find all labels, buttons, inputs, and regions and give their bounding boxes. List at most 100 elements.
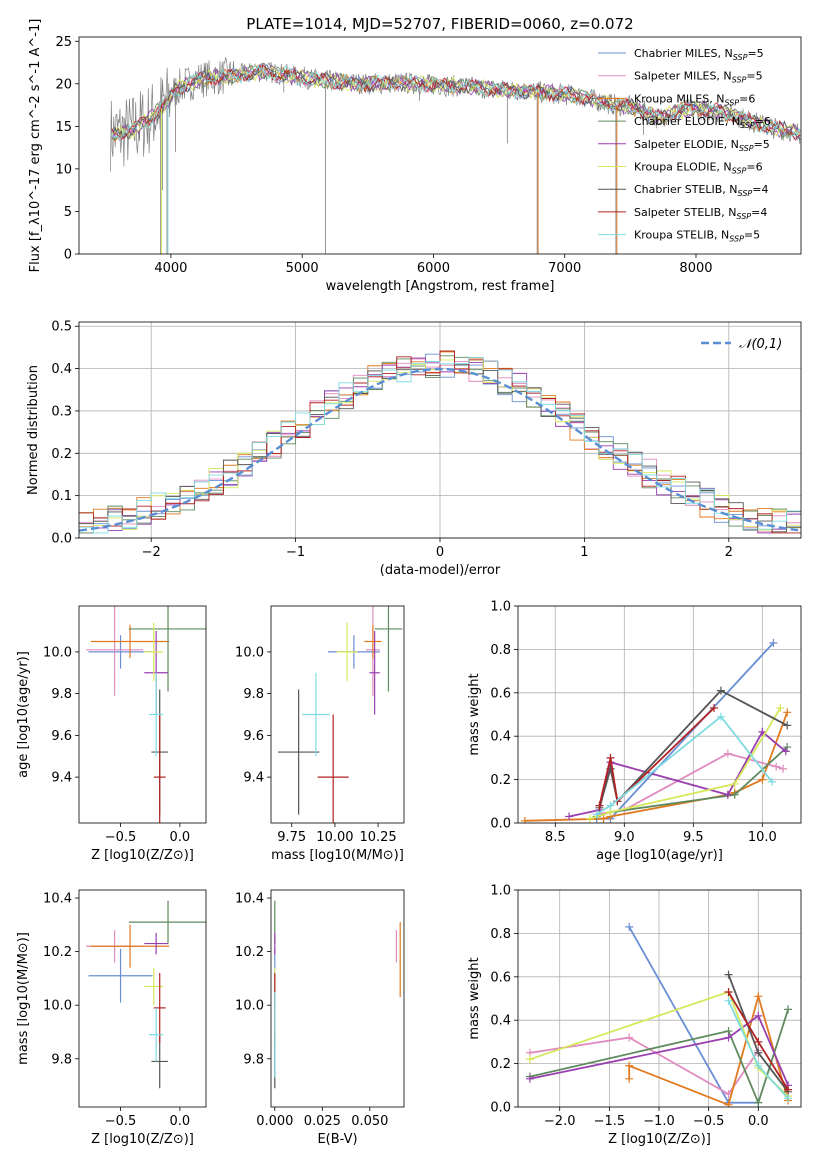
y-tick-label: 0.2 [51, 447, 72, 462]
weight-marker-kroupa_stelib [768, 777, 777, 786]
weight-marker-kroupa_stelib [716, 712, 725, 721]
mass_vs_ebv-plot [274, 900, 401, 1089]
y-tick-label: 10.0 [43, 645, 72, 660]
weight-marker-chabrier_stelib [754, 1048, 763, 1057]
y-tick-label: 0.5 [51, 320, 72, 335]
y-tick-label: 9.8 [51, 1052, 72, 1067]
weight-marker-kroupa_elodie [730, 779, 739, 788]
x-tick-label: 9.5 [683, 830, 704, 845]
spectrum-ylabel: Flux [f_λ10^-17 erg cm^-2 s^-1 A^-1] [28, 19, 43, 273]
y-tick-label: 10.2 [235, 945, 264, 960]
x-tick-label: 0 [436, 545, 444, 560]
age_vs_Z-frame [78, 605, 207, 824]
x-tick-label: 2 [725, 545, 733, 560]
y-tick-label: 0 [64, 248, 72, 263]
y-tick-label: 9.4 [243, 771, 264, 786]
age_vs_Z-ylabel: age [log10(age/yr)] [16, 651, 31, 778]
x-tick-label: −0.5 [105, 1114, 137, 1129]
weight-marker-chabrier_elodie [730, 790, 739, 799]
x-tick-label: −2.0 [544, 1114, 576, 1129]
x-tick-label: 0.000 [256, 1114, 293, 1129]
spectrum-model-salpeter_elodie [111, 65, 801, 138]
y-tick-label: 9.8 [243, 687, 264, 702]
age_vs_Z-axes: −0.5 0.0 9.4 9.6 9.8 10.0 [43, 645, 190, 845]
x-tick-label: 8000 [679, 261, 712, 276]
spectrum-model-kroupa_stelib [111, 63, 801, 142]
weight-marker-chabrier_elodie [783, 743, 792, 752]
legend-entry: Salpeter ELODIE, NSSP=5 [634, 138, 770, 153]
massweight_vs_Z-axes: −2.0 −1.5 −1.0 −0.5 0.0 0.0 0.2 0.4 0.6 0.8 1.0 [490, 884, 801, 1129]
weight-marker-chabrier_stelib [724, 970, 733, 979]
weight-marker-salpeter_elodie [724, 1033, 733, 1042]
massweight_vs_age-frame [517, 605, 802, 824]
y-tick-label: 15 [55, 120, 72, 135]
legend-entry: Kroupa MILES, NSSP=6 [634, 92, 755, 107]
weight-marker-salpeter_elodie [525, 1074, 534, 1083]
x-tick-label: −1.0 [643, 1114, 675, 1129]
y-tick-label: 0.8 [490, 643, 511, 658]
massweight_vs_Z-xlabel: Z [log10(Z/Z⊙)] [608, 1132, 711, 1147]
residual_hist-xlabel: (data-model)/error [380, 563, 501, 578]
weight-marker-kroupa_stelib [724, 996, 733, 1005]
age_vs_mass-xlabel: mass [log10(M/M⊙)] [271, 848, 404, 863]
mass_vs_Z-ylabel: mass [log10(M/M⊙)] [16, 932, 31, 1065]
spectrum-legend: Chabrier MILES, NSSP=5 Salpeter MILES, NS… [598, 47, 771, 244]
y-tick-label: 0.0 [490, 1101, 511, 1116]
weight-line-chabrier_miles [596, 642, 775, 820]
x-tick-label: 1 [580, 545, 588, 560]
massweight_vs_age-ylabel: mass weight [467, 673, 482, 755]
y-tick-label: 5 [64, 205, 72, 220]
spectrum-xlabel: wavelength [Angstrom, rest frame] [326, 279, 555, 294]
legend-entry: Kroupa STELIB, NSSP=5 [634, 229, 760, 244]
weight-marker-salpeter_miles [779, 764, 788, 773]
weight-marker-salpeter_stelib [606, 753, 615, 762]
residual_hist-frame [78, 321, 802, 539]
weight-marker-kroupa_miles [754, 992, 763, 1001]
weight-marker-kroupa_miles [724, 1100, 733, 1107]
y-tick-label: 0.6 [490, 686, 511, 701]
weight-marker-salpeter_elodie [781, 747, 790, 756]
weight-marker-kroupa_miles [625, 1061, 634, 1070]
age_vs_mass-frame [270, 605, 405, 824]
x-tick-label: 4000 [154, 261, 187, 276]
residual_hist-ylabel: Normed distribution [26, 365, 41, 495]
legend-entry: Salpeter MILES, NSSP=5 [634, 70, 763, 85]
y-tick-label: 10.2 [43, 945, 72, 960]
mass_vs_ebv-frame [270, 889, 405, 1108]
y-tick-label: 1.0 [490, 600, 511, 615]
normal-curve [79, 367, 799, 532]
weight-marker-salpeter_stelib [754, 1037, 763, 1046]
y-tick-label: 0.2 [490, 773, 511, 788]
massweight_vs_Z-ylabel: mass weight [467, 957, 482, 1039]
spectrum-model-kroupa_elodie [111, 66, 801, 141]
x-tick-label: 8.5 [545, 830, 566, 845]
weight-marker-kroupa_stelib [754, 1061, 763, 1070]
y-tick-label: 10 [55, 162, 72, 177]
mass_vs_Z-frame [78, 889, 207, 1108]
x-tick-label: −2 [142, 545, 161, 560]
weight-marker-salpeter_miles [723, 749, 732, 758]
mass_vs_Z-xlabel: Z [log10(Z/Z⊙)] [91, 1132, 194, 1147]
hist-kroupa_stelib [79, 357, 801, 534]
weight-line-salpeter_miles [529, 1036, 760, 1096]
spectrum-axes: 4000 5000 6000 7000 8000 0 5 10 15 20 25 [55, 35, 712, 276]
legend-entry: Salpeter STELIB, NSSP=4 [634, 206, 767, 221]
hist-legend-label: 𝒩(0,1) [739, 337, 782, 352]
x-tick-label: −0.5 [105, 830, 137, 845]
x-tick-label: −1.5 [594, 1114, 626, 1129]
y-tick-label: 0.2 [490, 1057, 511, 1072]
y-tick-label: 10.4 [235, 892, 264, 907]
weight-marker-salpeter_stelib [710, 703, 719, 712]
y-tick-label: 20 [55, 77, 72, 92]
weight-marker-salpeter_miles [772, 762, 781, 771]
x-tick-label: 0.0 [170, 1114, 191, 1129]
mass_vs_Z-axes: −0.5 0.0 9.8 10.0 10.2 10.4 [43, 892, 190, 1129]
x-tick-label: −1 [286, 545, 305, 560]
legend-entry: Chabrier STELIB, NSSP=4 [634, 183, 768, 198]
weight-marker-salpeter_elodie [723, 790, 732, 799]
mass_vs_ebv-xlabel: E(B-V) [317, 1132, 357, 1147]
y-tick-label: 1.0 [490, 884, 511, 899]
weight-marker-kroupa_stelib [606, 801, 615, 810]
weight-marker-chabrier_miles [769, 638, 778, 647]
spectrum-frame [78, 36, 802, 255]
